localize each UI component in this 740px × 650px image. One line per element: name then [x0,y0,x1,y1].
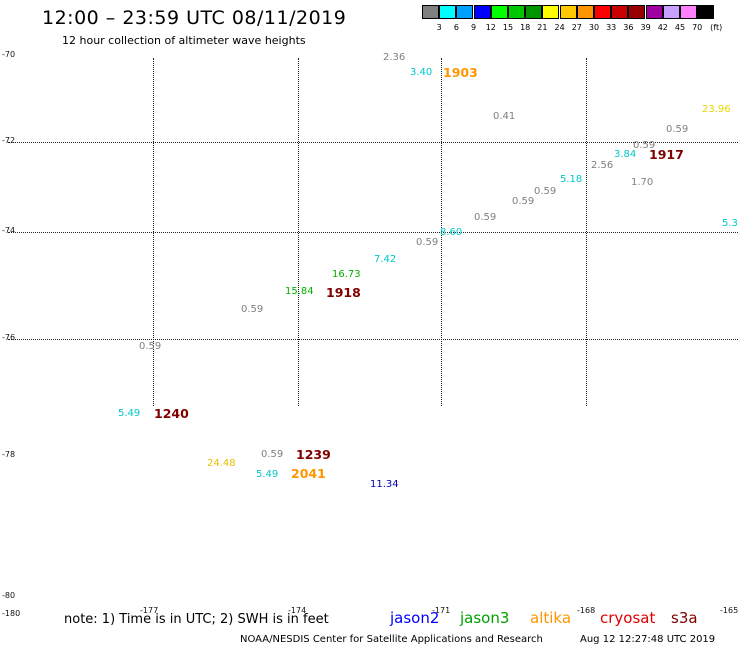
wave-height-value: 0.59 [139,341,162,352]
legend-swatch [576,5,594,19]
footer-credit: NOAA/NESDIS Center for Satellite Applica… [240,634,543,645]
longitude-label: -165 [720,606,739,615]
legend-unit-label: (ft) [710,23,723,32]
satellite-altika-label: altika [530,609,572,627]
wave-height-value: 3.84 [614,149,637,160]
pass-time-label: 1239 [296,447,331,462]
wave-height-value: 1.70 [631,177,654,188]
legend-tick-label: 36 [623,23,634,32]
footer-timestamp: Aug 12 12:27:48 UTC 2019 [580,634,716,645]
legend-swatch [456,5,474,19]
map-title: 12:00 – 23:59 UTC 08/11/2019 [42,7,347,29]
longitude-label: -174 [288,606,307,615]
legend-tick-label: 45 [674,23,686,32]
legend-swatch [628,5,646,19]
pass-time-label: 1918 [326,285,361,300]
pass-time-label: 2041 [291,466,326,481]
pass-time-label: 1240 [154,406,189,421]
legend-tick-label: 9 [471,23,477,32]
longitude-label: -171 [432,606,451,615]
latitude-gridline [8,142,738,143]
latitude-gridline [8,339,738,340]
legend-swatch [611,5,629,19]
wave-height-value: 0.59 [261,449,284,460]
legend-swatch [422,5,439,19]
wave-height-value: 0.59 [512,196,535,207]
wave-height-value: 5.18 [560,174,583,185]
legend-tick-label: 18 [520,23,531,32]
satellite-jason3-label: jason3 [460,609,510,627]
wave-height-value: 5.49 [256,469,279,480]
wave-height-value: 0.59 [241,304,264,315]
legend-swatch [697,5,715,19]
legend-tick-label: 21 [537,23,548,32]
wave-height-value: 16.73 [332,269,361,280]
legend-tick-label: 39 [640,23,651,32]
legend-tick-label: 30 [588,23,600,32]
satellite-cryosat-label: cryosat [600,609,656,627]
latitude-label: -76 [2,333,16,342]
latitude-label: -70 [2,50,16,59]
wave-height-value: 2.36 [383,52,406,63]
legend-swatch [473,5,491,19]
latitude-label: -72 [2,136,16,145]
satellite-s3a-label: s3a [671,609,698,627]
legend-swatch [490,5,508,19]
legend-tick-label: 15 [502,23,514,32]
longitude-gridline [153,58,154,406]
legend-tick-label: 3 [436,23,442,32]
wave-height-value: 0.59 [633,140,656,151]
latitude-label: -78 [2,450,16,459]
wave-height-value: 0.41 [493,111,516,122]
latitude-label: -80 [2,591,16,600]
legend-swatch [508,5,525,19]
wave-height-value: 0.59 [666,124,689,135]
legend-swatch [542,5,560,19]
wave-height-value: 5.49 [118,408,141,419]
latitude-gridline [8,232,738,233]
wave-height-value: 7.42 [374,254,397,265]
legend-tick-label: 27 [571,23,582,32]
wave-height-value: 8.60 [440,227,463,238]
legend-tick-label: 42 [657,23,668,32]
longitude-gridline [586,58,587,406]
legend-swatch [525,5,543,19]
wave-height-value: 15.84 [285,286,314,297]
wave-height-value: 23.96 [702,104,731,115]
longitude-label: -168 [577,606,596,615]
legend-swatch [680,5,697,19]
legend-tick-label: 6 [453,23,459,32]
longitude-gridline [298,58,299,406]
legend-swatch [594,5,611,19]
wave-height-value: 0.59 [534,186,557,197]
longitude-label: -180 [2,609,21,618]
pass-time-label: 1917 [649,147,684,162]
latitude-label: -74 [2,226,16,235]
wave-height-value: 5.3 [722,218,738,229]
legend-tick-label: 70 [692,23,703,32]
wave-height-value: 0.59 [416,237,439,248]
legend-swatch [559,5,577,19]
wave-height-value: 2.56 [591,160,614,171]
map-subtitle: 12 hour collection of altimeter wave hei… [62,34,306,47]
wave-height-value: 0.59 [474,212,497,223]
wave-height-value: 11.34 [370,479,399,490]
longitude-label: -177 [140,606,159,615]
legend-swatch [645,5,663,19]
legend-swatch [662,5,680,19]
legend-tick-label: 24 [554,23,565,32]
wave-height-value: 24.48 [207,458,236,469]
longitude-gridline [441,58,442,406]
legend-tick-label: 12 [485,23,496,32]
satellite-jason2-label: jason2 [390,609,440,627]
wave-height-value: 3.40 [410,67,433,78]
legend-tick-label: 33 [606,23,617,32]
legend-swatch [439,5,457,19]
pass-time-label: 1903 [443,65,478,80]
note-text: note: 1) Time is in UTC; 2) SWH is in fe… [64,612,329,627]
